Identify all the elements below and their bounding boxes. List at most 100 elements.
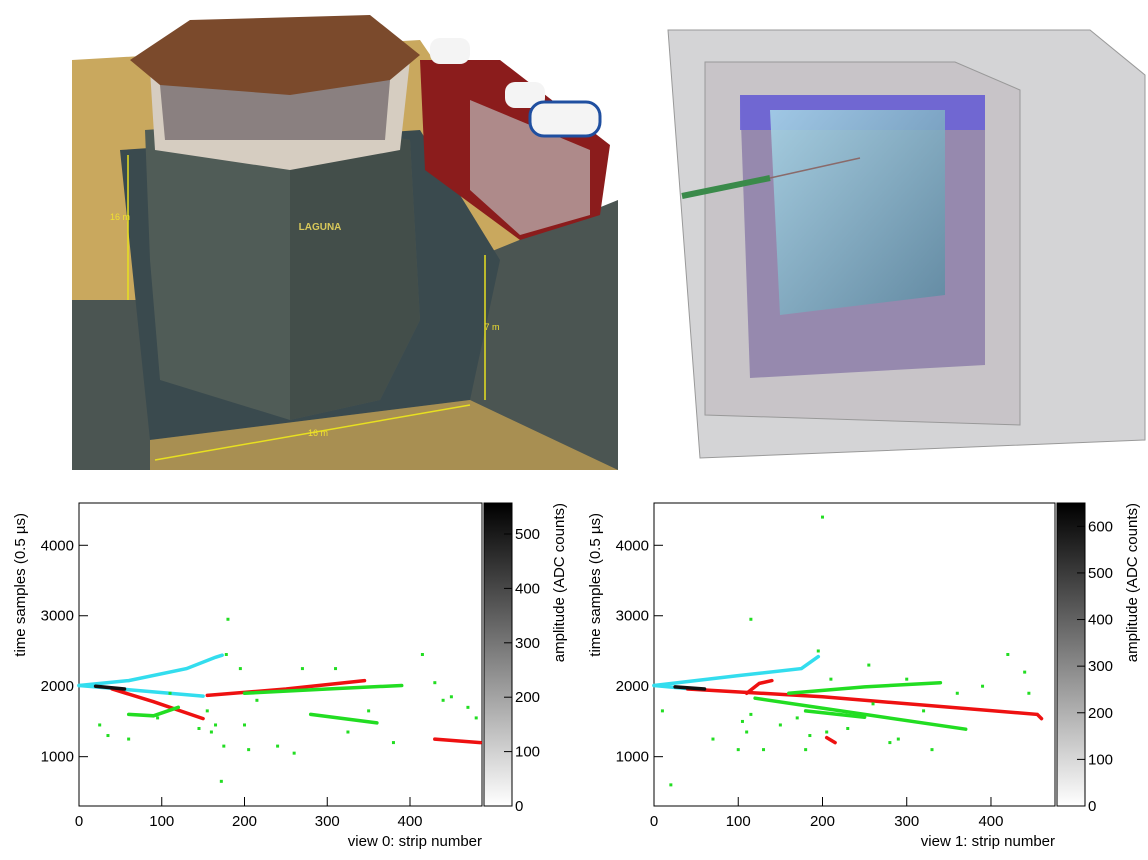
hit [226,618,229,621]
hit [98,723,101,726]
hit [779,723,782,726]
hit [981,685,984,688]
y-tick-label: 2000 [41,678,74,695]
hit [669,783,672,786]
hit [846,727,849,730]
hit [225,653,228,656]
colorbar [484,503,512,806]
hit [169,692,172,695]
rendering-label: LAGUNA [299,222,342,233]
hit [127,738,130,741]
hit [741,720,744,723]
hit [762,748,765,751]
x-tick-label: 300 [315,813,340,830]
hit [1006,653,1009,656]
hit [737,748,740,751]
hit [346,731,349,734]
track [675,687,704,689]
colorbar-label: amplitude (ADC counts) [1124,503,1141,662]
x-axis-label: view 1: strip number [921,833,1055,850]
hit [711,738,714,741]
hit [334,667,337,670]
cavern-rendering: LAGUNA 16 m 7 m 16 m [72,15,618,470]
hit [433,681,436,684]
hit [867,664,870,667]
colorbar-tick-label: 300 [1088,658,1113,675]
hit [239,667,242,670]
hit [829,678,832,681]
hit [872,702,875,705]
hit [817,649,820,652]
hit [220,780,223,783]
hit [293,752,296,755]
hit [922,709,925,712]
x-tick-label: 0 [75,813,83,830]
x-tick-label: 200 [810,813,835,830]
colorbar-tick-label: 100 [515,744,540,761]
hit [392,741,395,744]
y-axis-label: time samples (0.5 µs) [587,513,604,657]
colorbar-tick-label: 200 [1088,705,1113,722]
y-tick-label: 4000 [616,537,649,554]
y-tick-label: 1000 [616,749,649,766]
hit [931,748,934,751]
y-tick-label: 3000 [616,608,649,625]
hit [808,734,811,737]
x-tick-label: 0 [650,813,658,830]
colorbar-tick-label: 200 [515,689,540,706]
colorbar-tick-label: 0 [1088,798,1096,815]
hit [749,713,752,716]
hit [956,692,959,695]
hit [214,723,217,726]
colorbar-tick-label: 600 [1088,518,1113,535]
hit [796,716,799,719]
hit [466,706,469,709]
hit [243,723,246,726]
hit [421,653,424,656]
colorbar-tick-label: 400 [1088,612,1113,629]
hit [888,741,891,744]
hit [745,731,748,734]
colorbar [1057,503,1085,806]
hit [821,516,824,519]
x-tick-label: 300 [894,813,919,830]
x-tick-label: 400 [397,813,422,830]
colorbar-tick-label: 300 [515,635,540,652]
hit [106,734,109,737]
hit [222,745,225,748]
rendering-label: 7 m [484,322,499,332]
plot-frame [654,503,1055,806]
figure: LAGUNA 16 m 7 m 16 m 0100200300400100020… [0,0,1148,855]
hit [367,709,370,712]
hit [661,709,664,712]
hit [301,667,304,670]
y-tick-label: 2000 [616,678,649,695]
hit [450,695,453,698]
colorbar-tick-label: 100 [1088,751,1113,768]
x-tick-label: 100 [149,813,174,830]
colorbar-tick-label: 500 [515,526,540,543]
hit [206,709,209,712]
chart: 0 100 200 300 400 1000 2000 3000 4000 view 0: str… [12,503,568,850]
colorbar-tick-label: 400 [515,580,540,597]
y-tick-label: 4000 [41,537,74,554]
hit [247,748,250,751]
hit [825,731,828,734]
x-axis-label: view 0: strip number [348,833,482,850]
y-tick-label: 3000 [41,608,74,625]
y-tick-label: 1000 [41,749,74,766]
colorbar-label: amplitude (ADC counts) [551,503,568,662]
hit [897,738,900,741]
rendering-label: 16 m [308,428,328,438]
hit [475,716,478,719]
hit [749,618,752,621]
hit [905,678,908,681]
hit [156,716,159,719]
hit [255,699,258,702]
colorbar-tick-label: 500 [1088,565,1113,582]
rendering-label: 16 m [110,212,130,222]
hit [276,745,279,748]
hit [442,699,445,702]
